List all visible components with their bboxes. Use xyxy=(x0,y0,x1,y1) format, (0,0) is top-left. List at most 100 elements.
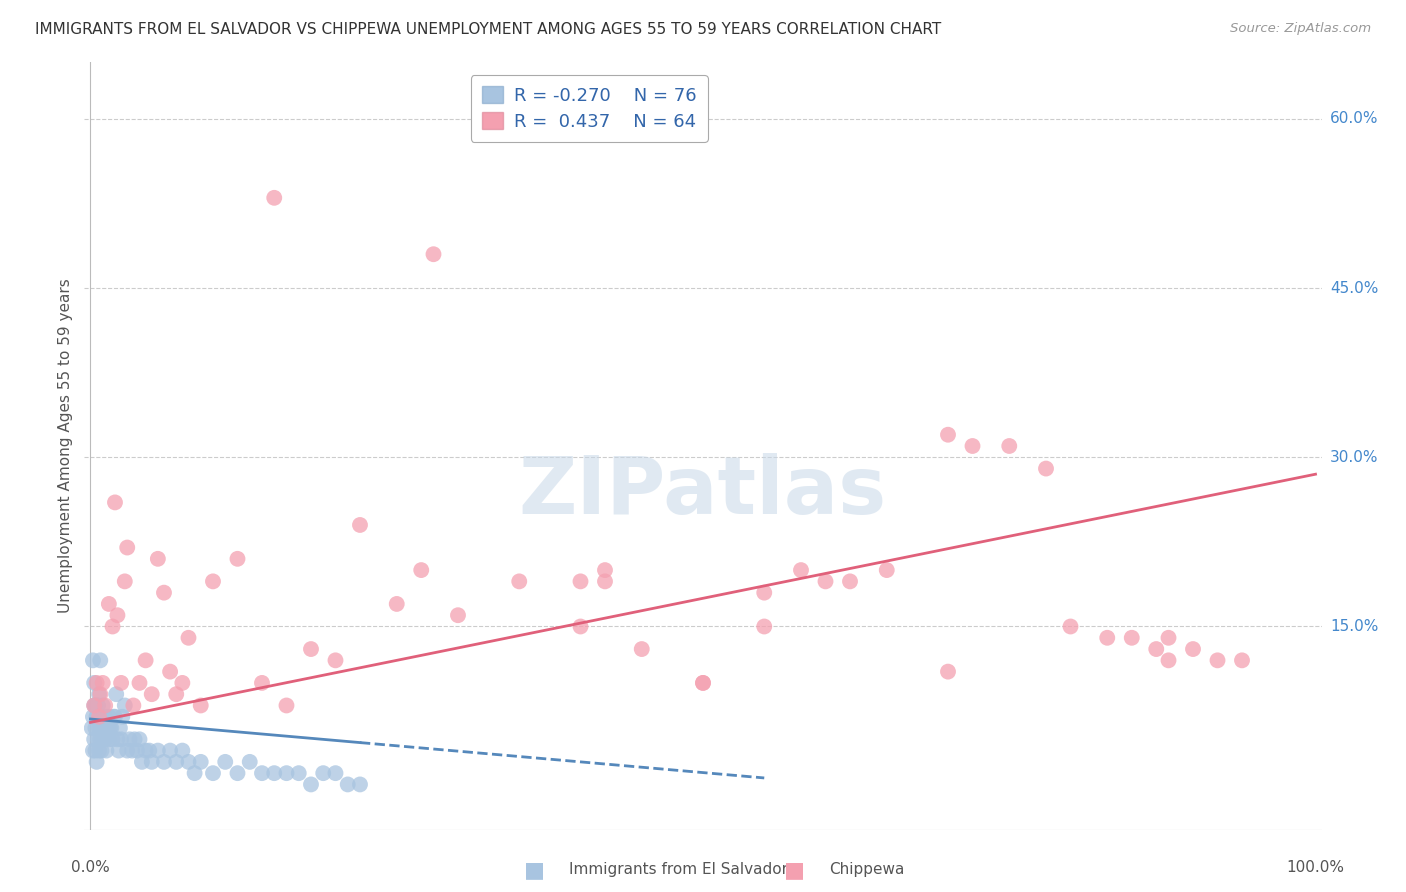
Text: 0.0%: 0.0% xyxy=(72,860,110,875)
Point xyxy=(97,732,120,747)
Point xyxy=(1097,631,1119,645)
Point xyxy=(630,642,652,657)
Point xyxy=(97,721,120,735)
Text: ■: ■ xyxy=(785,860,804,880)
Point xyxy=(121,743,143,757)
Point xyxy=(84,743,107,757)
Point xyxy=(86,755,108,769)
Point xyxy=(263,766,285,780)
Point xyxy=(177,755,200,769)
Point xyxy=(159,665,181,679)
Point xyxy=(87,710,110,724)
Text: 45.0%: 45.0% xyxy=(1330,281,1378,295)
Text: Immigrants from El Salvador: Immigrants from El Salvador xyxy=(569,863,789,877)
Point xyxy=(97,597,120,611)
Point xyxy=(135,653,157,667)
Point xyxy=(115,541,138,555)
Text: 60.0%: 60.0% xyxy=(1330,112,1378,127)
Point xyxy=(569,619,592,633)
Point xyxy=(1206,653,1229,667)
Point xyxy=(114,574,136,589)
Point xyxy=(312,766,335,780)
Text: 100.0%: 100.0% xyxy=(1286,860,1344,875)
Point xyxy=(135,743,157,757)
Point xyxy=(876,563,898,577)
Point xyxy=(1230,653,1253,667)
Point xyxy=(177,631,200,645)
Point xyxy=(122,698,145,713)
Point xyxy=(159,743,181,757)
Point xyxy=(814,574,837,589)
Point xyxy=(89,732,111,747)
Point xyxy=(101,732,124,747)
Point xyxy=(422,247,444,261)
Point xyxy=(91,732,114,747)
Point xyxy=(325,766,347,780)
Point xyxy=(90,721,112,735)
Point xyxy=(124,732,146,747)
Point xyxy=(104,495,127,509)
Point xyxy=(84,721,107,735)
Point xyxy=(86,710,108,724)
Point xyxy=(593,574,616,589)
Point xyxy=(508,574,530,589)
Point xyxy=(103,710,125,724)
Point xyxy=(146,743,169,757)
Point xyxy=(83,698,105,713)
Point xyxy=(91,698,114,713)
Text: 15.0%: 15.0% xyxy=(1330,619,1378,634)
Point xyxy=(98,721,121,735)
Point xyxy=(131,755,153,769)
Point xyxy=(83,676,105,690)
Point xyxy=(89,710,111,724)
Point xyxy=(108,721,131,735)
Point xyxy=(87,698,110,713)
Point xyxy=(411,563,433,577)
Point xyxy=(447,608,470,623)
Point xyxy=(84,698,107,713)
Point xyxy=(1157,653,1180,667)
Legend: R = -0.270    N = 76, R =  0.437    N = 64: R = -0.270 N = 76, R = 0.437 N = 64 xyxy=(471,75,707,142)
Point xyxy=(839,574,862,589)
Point xyxy=(115,743,138,757)
Point xyxy=(82,653,104,667)
Point xyxy=(110,732,132,747)
Point xyxy=(1182,642,1205,657)
Point xyxy=(165,687,187,701)
Point xyxy=(263,191,285,205)
Point xyxy=(87,698,110,713)
Point xyxy=(141,687,163,701)
Point xyxy=(593,563,616,577)
Point xyxy=(936,665,959,679)
Point xyxy=(287,766,309,780)
Point xyxy=(336,777,359,791)
Point xyxy=(86,710,108,724)
Point xyxy=(93,721,115,735)
Point xyxy=(165,755,187,769)
Point xyxy=(153,585,176,599)
Point xyxy=(100,721,122,735)
Point xyxy=(239,755,262,769)
Point xyxy=(190,755,212,769)
Point xyxy=(83,698,105,713)
Point xyxy=(87,721,110,735)
Point xyxy=(141,755,163,769)
Point xyxy=(692,676,714,690)
Point xyxy=(1144,642,1167,657)
Point xyxy=(1121,631,1143,645)
Point xyxy=(96,743,118,757)
Point xyxy=(1059,619,1081,633)
Point xyxy=(250,766,273,780)
Point xyxy=(104,710,127,724)
Point xyxy=(754,585,776,599)
Text: ZIPatlas: ZIPatlas xyxy=(519,453,887,531)
Point xyxy=(87,743,110,757)
Point xyxy=(790,563,813,577)
Point xyxy=(101,619,124,633)
Point xyxy=(201,766,224,780)
Point xyxy=(97,710,120,724)
Point xyxy=(89,653,111,667)
Point xyxy=(214,755,236,769)
Point xyxy=(146,551,169,566)
Point xyxy=(128,676,150,690)
